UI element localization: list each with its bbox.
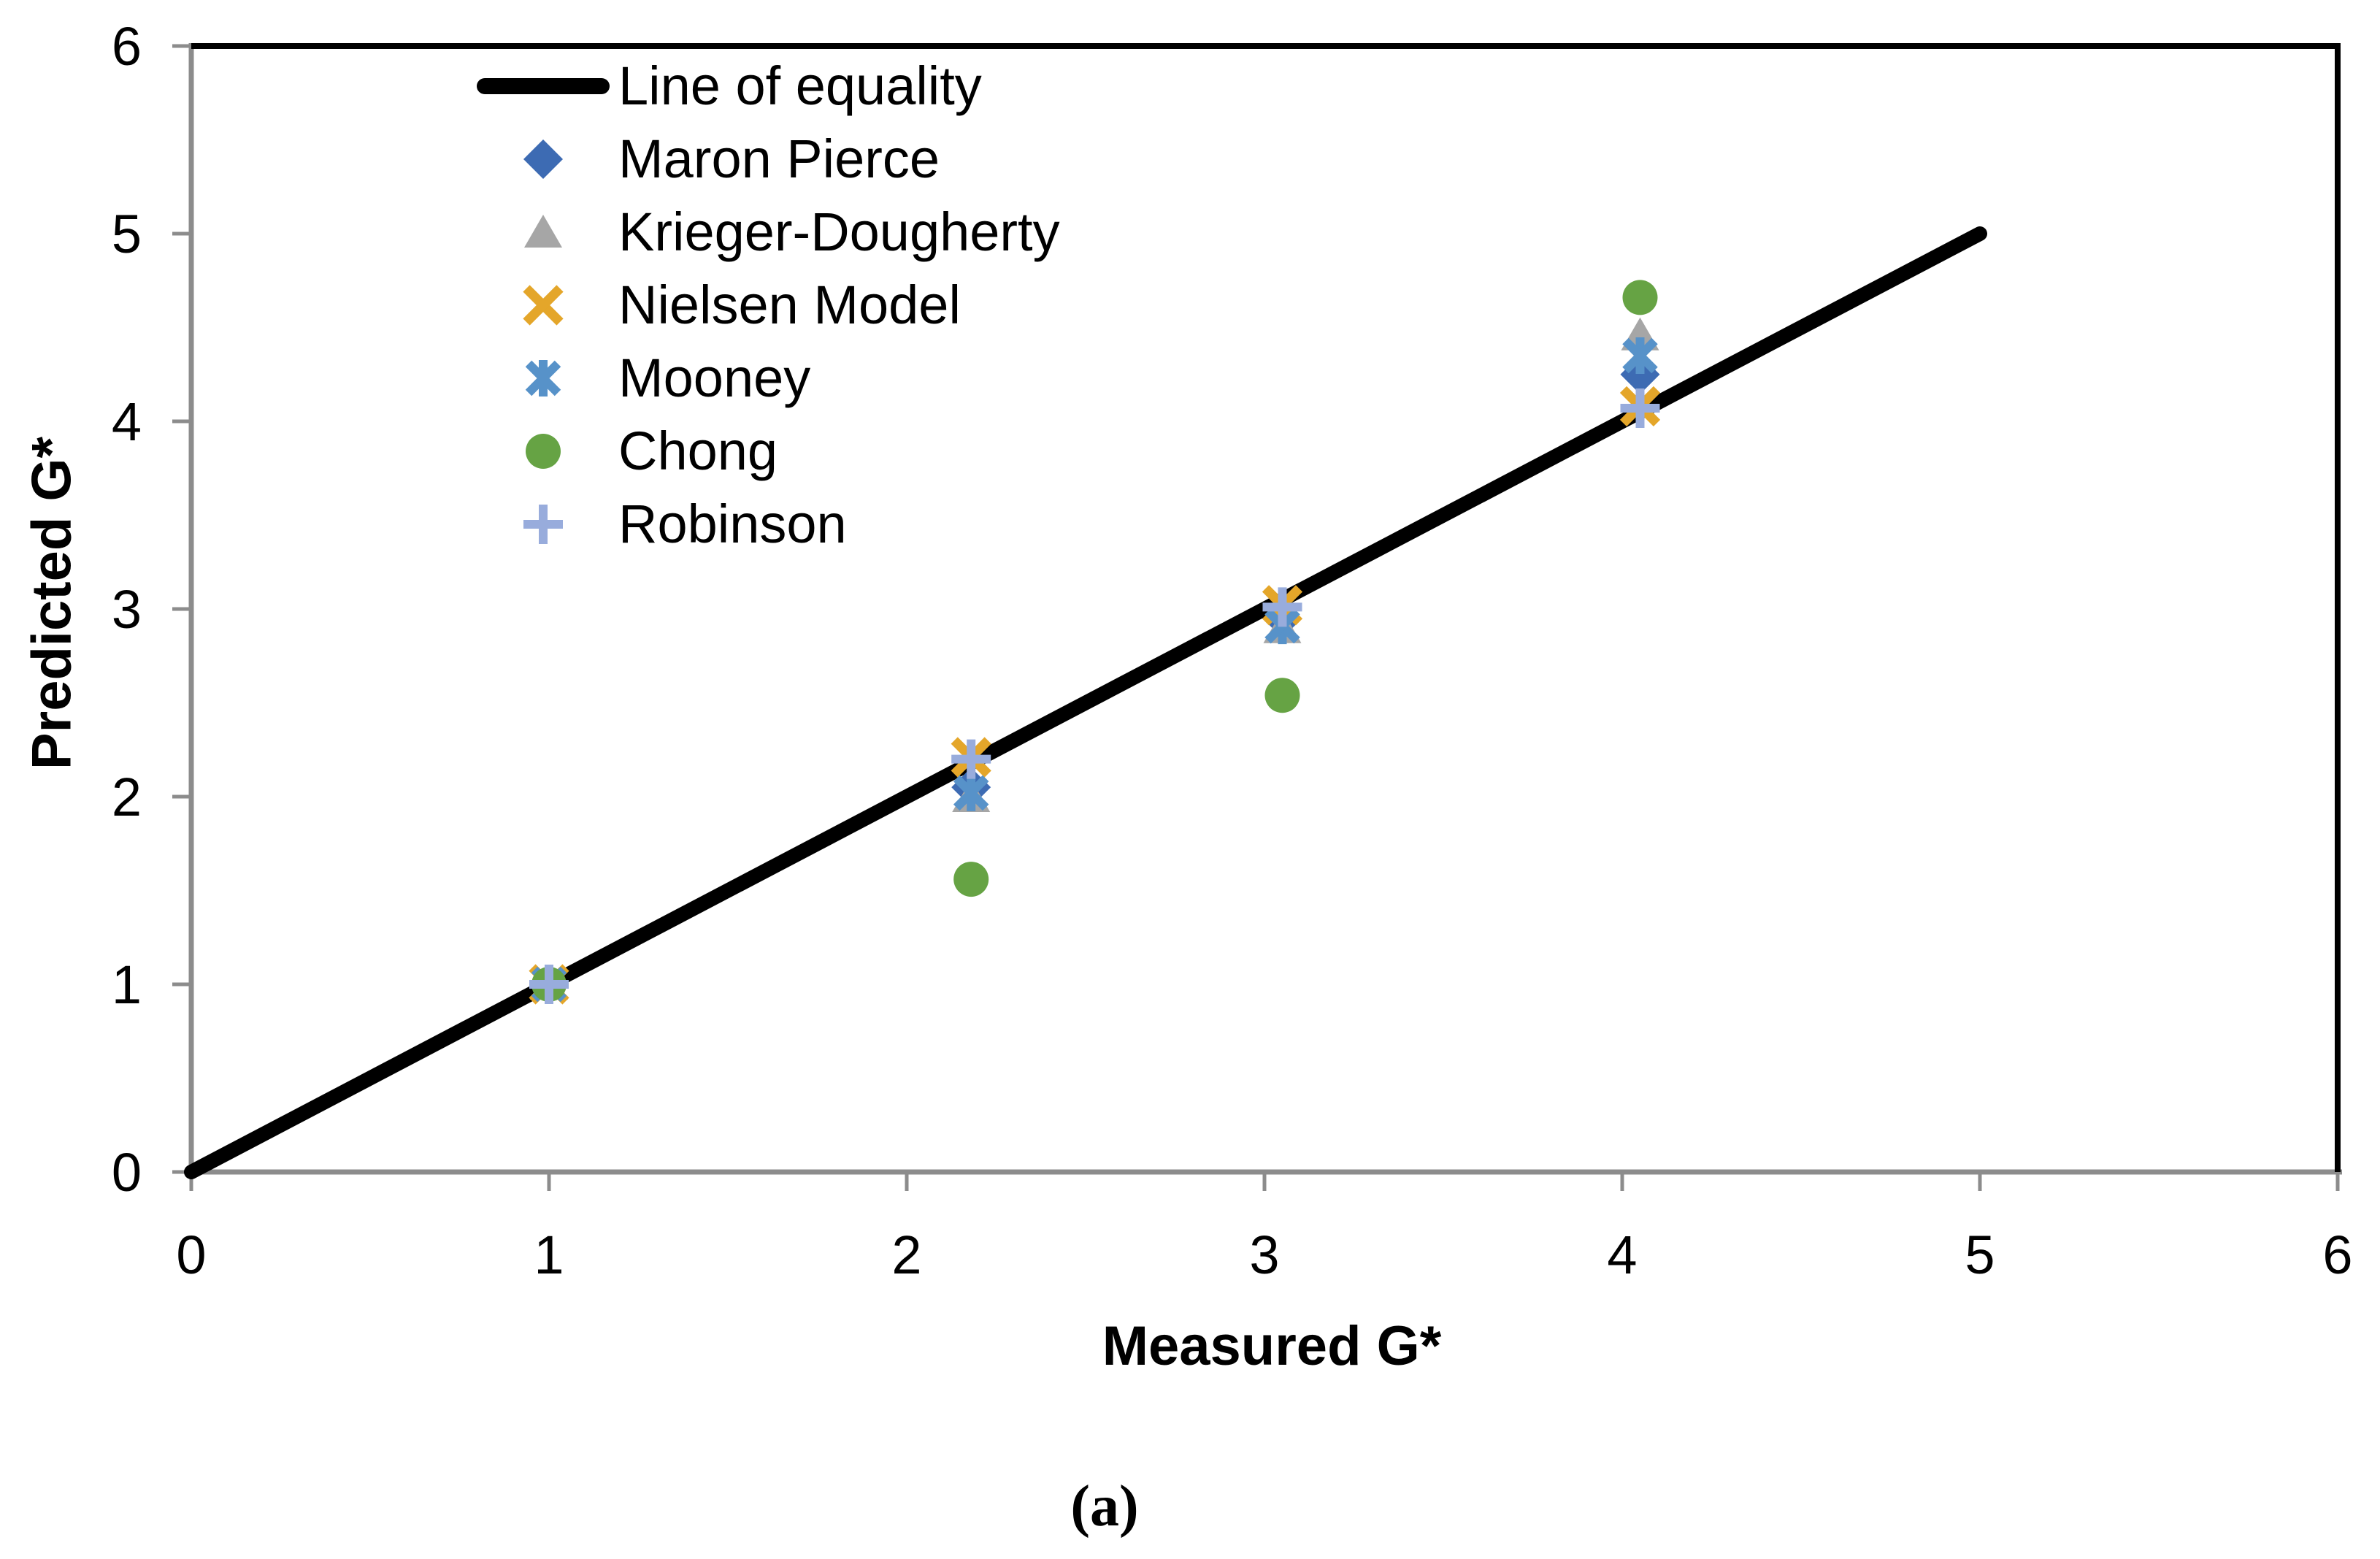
legend-item-maron-pierce: Maron Pierce [467,123,1060,196]
x-tick-label: 2 [891,1225,921,1285]
y-axis-title: Predicted G* [20,436,83,770]
circle-marker-icon [467,421,618,482]
x-tick-label: 5 [1965,1225,1995,1285]
asterisk-marker-icon [467,348,618,409]
data-point-robinson [1262,587,1302,627]
data-point-chong [1622,280,1658,315]
x-tick-label: 3 [1249,1225,1279,1285]
x-glyph [522,285,564,326]
legend: Line of equality Maron Pierce Krieger-Do… [467,50,1060,561]
data-point-chong [953,862,989,897]
x-tick-label: 0 [176,1225,206,1285]
legend-item-mooney: Mooney [467,342,1060,415]
diamond-marker-icon [467,129,618,190]
equality-line-swatch [476,78,610,94]
plus-marker-icon [467,494,618,555]
data-point-mooney [1622,337,1658,375]
triangle-marker-icon [467,202,618,263]
data-point-chong [1264,678,1300,713]
x-tick-label: 1 [534,1225,564,1285]
legend-label: Krieger-Dougherty [618,202,1060,262]
y-tick-label: 5 [112,204,142,264]
y-tick-label: 2 [112,767,142,827]
legend-label: Line of equality [618,55,982,116]
y-tick-label: 1 [112,954,142,1015]
y-tick-label: 3 [112,579,142,640]
legend-item-robinson: Robinson [467,488,1060,561]
legend-label: Chong [618,421,778,481]
x-tick-label: 6 [2322,1225,2352,1285]
y-tick-label: 6 [112,16,142,77]
y-tick-label: 4 [112,391,142,452]
y-tick-label: 0 [112,1142,142,1203]
circle-glyph [525,434,561,469]
data-point-robinson [529,965,569,1004]
asterisk-glyph [525,360,561,397]
data-point-mooney [953,774,989,811]
legend-label: Robinson [618,494,847,554]
legend-label: Nielsen Model [618,275,961,335]
legend-item-line-of-equality: Line of equality [467,50,1060,123]
diamond-glyph [523,139,563,179]
plus-glyph [523,505,563,544]
equality-line [184,226,1987,1179]
legend-item-krieger-dougherty: Krieger-Dougherty [467,196,1060,269]
triangle-glyph [523,215,562,248]
legend-item-chong: Chong [467,415,1060,488]
equality-line-swatch-cell [467,78,618,94]
legend-label: Maron Pierce [618,129,940,189]
data-point-robinson [951,739,991,779]
data-point-robinson [1620,388,1660,429]
x-axis-title: Measured G* [1102,1315,1442,1377]
figure-caption: (a) [1070,1474,1139,1539]
legend-label: Mooney [618,348,811,408]
legend-item-nielsen-model: Nielsen Model [467,269,1060,342]
x-marker-icon [467,275,618,336]
x-tick-label: 4 [1607,1225,1637,1285]
